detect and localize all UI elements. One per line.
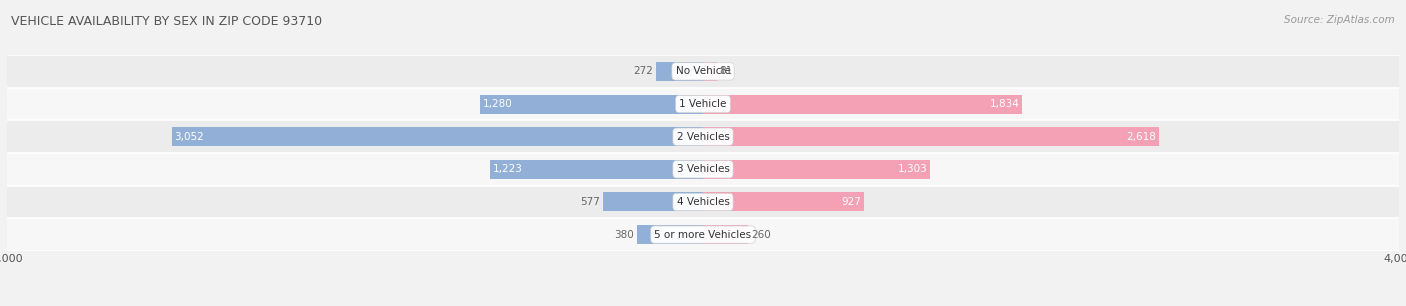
Bar [7, 55, 1399, 88]
Text: 272: 272 [633, 66, 652, 76]
Bar [481, 95, 703, 114]
Text: 577: 577 [581, 197, 600, 207]
Bar [637, 225, 703, 244]
Bar [7, 186, 1399, 218]
Bar [703, 95, 1022, 114]
Text: 260: 260 [751, 230, 770, 240]
Bar [491, 160, 703, 179]
Legend: Male, Female: Male, Female [640, 305, 766, 306]
Text: 1,834: 1,834 [990, 99, 1019, 109]
Text: 3,052: 3,052 [174, 132, 204, 142]
Bar [7, 218, 1399, 251]
Text: 927: 927 [842, 197, 862, 207]
Text: 2 Vehicles: 2 Vehicles [676, 132, 730, 142]
Text: 1,223: 1,223 [494, 164, 523, 174]
Bar [703, 192, 865, 211]
Bar [603, 192, 703, 211]
Bar [703, 225, 748, 244]
Text: 380: 380 [614, 230, 634, 240]
Text: VEHICLE AVAILABILITY BY SEX IN ZIP CODE 93710: VEHICLE AVAILABILITY BY SEX IN ZIP CODE … [11, 15, 322, 28]
Text: 1,280: 1,280 [482, 99, 513, 109]
Text: 1 Vehicle: 1 Vehicle [679, 99, 727, 109]
Text: 1,303: 1,303 [897, 164, 927, 174]
Text: 4 Vehicles: 4 Vehicles [676, 197, 730, 207]
Bar [703, 127, 1159, 146]
Text: 3 Vehicles: 3 Vehicles [676, 164, 730, 174]
Text: No Vehicle: No Vehicle [675, 66, 731, 76]
Bar [703, 62, 717, 81]
Bar [655, 62, 703, 81]
Bar [7, 120, 1399, 153]
Text: 5 or more Vehicles: 5 or more Vehicles [654, 230, 752, 240]
Text: 2,618: 2,618 [1126, 132, 1156, 142]
Bar [172, 127, 703, 146]
Bar [7, 88, 1399, 120]
Text: Source: ZipAtlas.com: Source: ZipAtlas.com [1284, 15, 1395, 25]
Bar [703, 160, 929, 179]
Text: 81: 81 [720, 66, 733, 76]
Bar [7, 153, 1399, 186]
